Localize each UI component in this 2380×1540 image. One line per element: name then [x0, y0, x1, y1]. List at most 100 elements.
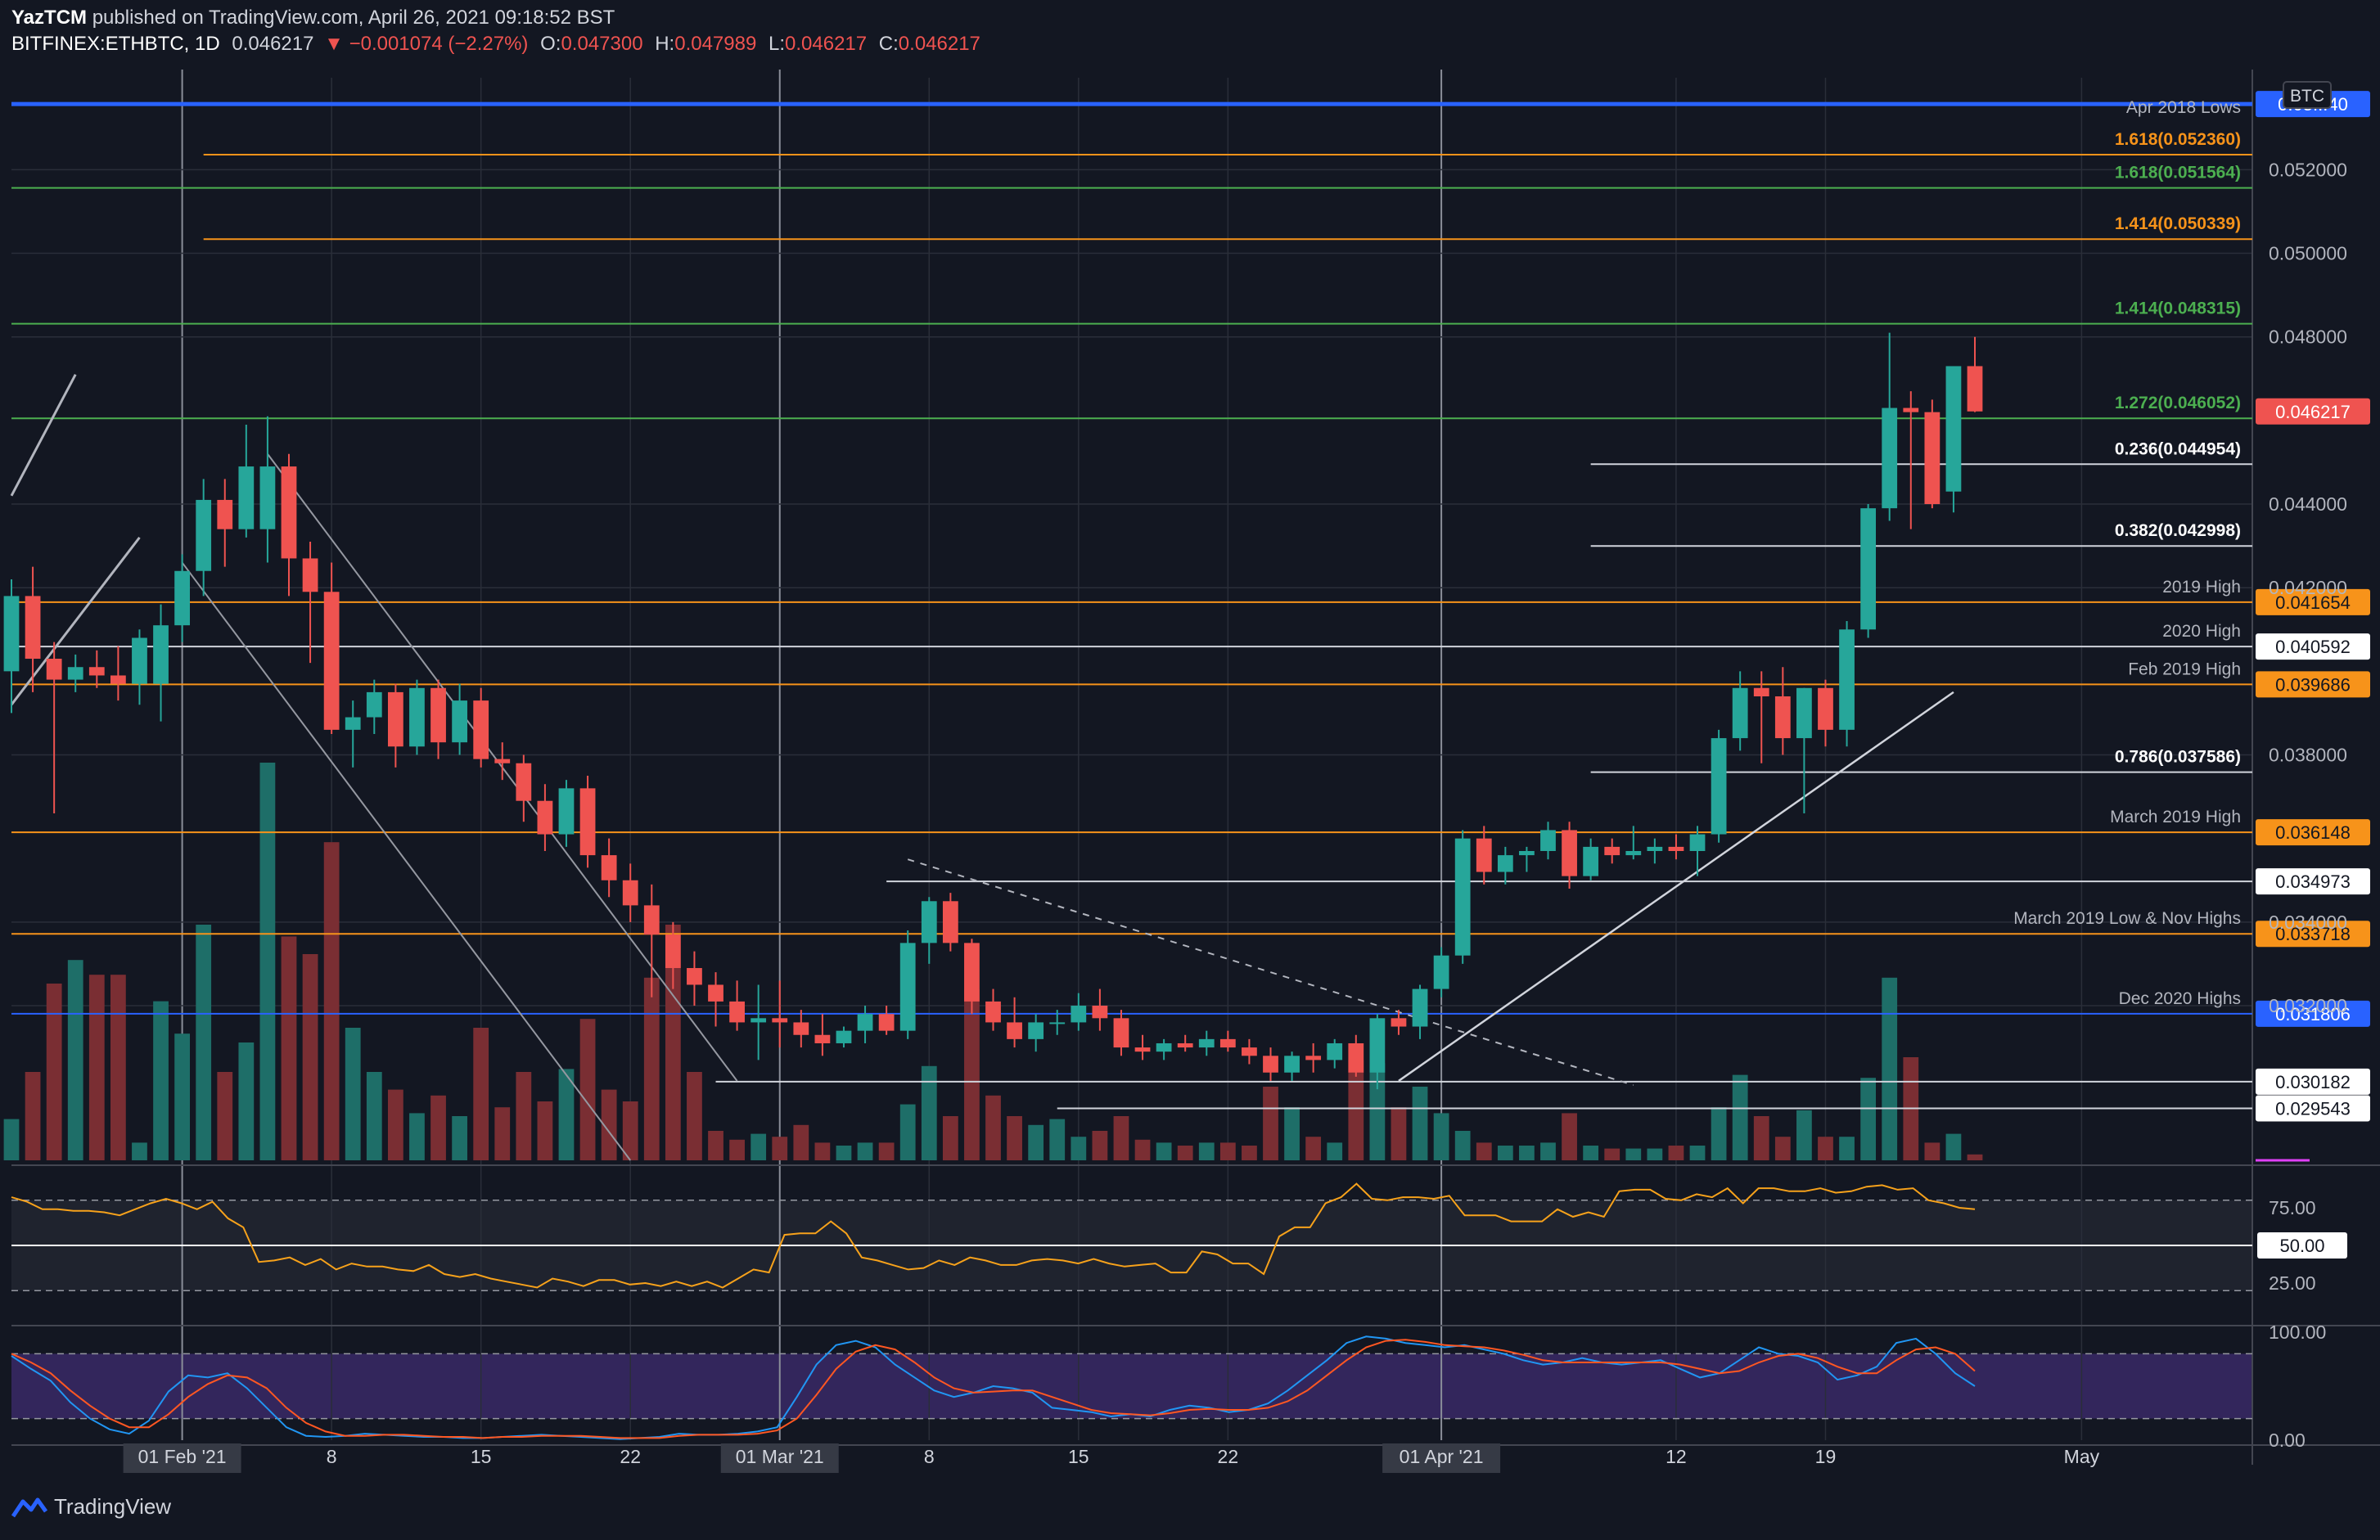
rsi-line [11, 1182, 1976, 1289]
volume-bar [1604, 1148, 1620, 1160]
rsi-tick-label: 25.00 [2269, 1272, 2316, 1294]
volume-bar [537, 1101, 553, 1160]
volume-bar [1818, 1137, 1833, 1160]
volume-bar [772, 1137, 788, 1160]
level-price-tag [2256, 1068, 2370, 1095]
stoch-tick-label: 100.00 [2269, 1322, 2326, 1343]
candle-body [1583, 846, 1599, 876]
volume-bar [1497, 1146, 1513, 1160]
high-value: 0.047989 [674, 33, 757, 55]
candle-body [196, 499, 212, 571]
author-name[interactable]: YazTCM [11, 7, 88, 29]
candle-body [1476, 838, 1492, 872]
volume-bar [1668, 1146, 1684, 1160]
candle-body [452, 700, 467, 743]
volume-bar [687, 1072, 702, 1160]
candle-body [281, 466, 297, 559]
candle-body [46, 659, 62, 680]
volume-bar [622, 1101, 638, 1160]
volume-bar [281, 936, 297, 1160]
volume-bar [985, 1095, 1001, 1160]
volume-bar [88, 975, 105, 1160]
level-price-tag [2256, 1000, 2370, 1027]
rsi-tick-label: 75.00 [2269, 1197, 2316, 1218]
level-label: March 2019 Low & Nov Highs [2013, 909, 2241, 928]
stoch-band-fill [11, 1353, 2252, 1419]
candle-body [1049, 1022, 1066, 1024]
date-tick-label: 19 [1815, 1446, 1837, 1467]
candle-body [1519, 851, 1535, 856]
level-label: 1.618(0.052360) [2115, 130, 2241, 149]
candle-body [772, 1018, 788, 1023]
currency-badge [2283, 81, 2332, 109]
tradingview-logo[interactable]: TradingView [11, 1494, 171, 1520]
level-label: March 2019 High [2110, 808, 2241, 826]
level-price-tag-text: 0.034973 [2275, 871, 2351, 892]
date-label-box [720, 1443, 839, 1473]
level-price-tag [2256, 819, 2370, 846]
volume-bar [751, 1133, 767, 1160]
volume-bar [1177, 1146, 1193, 1160]
candle-body [217, 499, 233, 529]
volume-bar [1476, 1142, 1492, 1160]
rsi-50-tag [2257, 1232, 2347, 1259]
last-price: 0.046217 [232, 33, 314, 55]
volume-bar [643, 977, 660, 1160]
price-tick-label: 0.044000 [2269, 493, 2347, 515]
candle-body [1113, 1018, 1129, 1048]
close-value: 0.046217 [898, 33, 980, 55]
volume-bar [430, 1095, 446, 1160]
level-price-tag-text: 0.036148 [2275, 822, 2351, 843]
volume-bar [708, 1131, 723, 1160]
descending-dashed-line [907, 858, 1634, 1087]
volume-bar [323, 842, 340, 1160]
level-price-tag [2256, 588, 2370, 615]
price-change: ▼ −0.001074 (−2.27%) [324, 33, 529, 55]
volume-bar [302, 954, 318, 1160]
candle-body [1134, 1047, 1151, 1052]
volume-bar [110, 975, 126, 1160]
candle-body [88, 667, 105, 676]
volume-bar [3, 1119, 20, 1160]
candle-body [899, 943, 916, 1031]
price-tick-label: 0.034000 [2269, 912, 2347, 933]
last-price-tag [2256, 398, 2370, 425]
high-label: H: [655, 33, 675, 55]
level-price-tag-text: 0.030182 [2275, 1072, 2351, 1092]
candle-body [1945, 366, 1962, 492]
volume-bar [1454, 1131, 1471, 1160]
volume-bar [558, 1069, 575, 1160]
volume-bar [857, 1142, 873, 1160]
candle-body [259, 466, 276, 529]
volume-bar [1753, 1116, 1769, 1160]
volume-bar [1774, 1137, 1791, 1160]
ascending-support-line [1398, 691, 1954, 1082]
candle-body [1497, 855, 1513, 872]
candle-body [878, 1014, 895, 1031]
volume-bar [1583, 1146, 1599, 1160]
volume-bar [238, 1042, 255, 1160]
level-price-tag-text: 0.031806 [2275, 1004, 2351, 1024]
price-tick-label: 0.038000 [2269, 745, 2347, 766]
date-tick-label: 8 [327, 1446, 337, 1467]
candle-body [1028, 1022, 1044, 1039]
candle-body [1348, 1042, 1364, 1073]
tradingview-logo-icon [11, 1497, 47, 1517]
candle-body [323, 592, 340, 730]
volume-bar [345, 1028, 361, 1160]
volume-bar [452, 1116, 467, 1160]
level-price-tag [2256, 868, 2370, 895]
symbol-name[interactable]: BITFINEX:ETHBTC, 1D [11, 33, 220, 55]
date-tick-label: 12 [1666, 1446, 1687, 1467]
open-label: O: [540, 33, 561, 55]
candle-body [1860, 508, 1877, 630]
volume-bar [366, 1072, 382, 1160]
level-price-tag-text: 0.029543 [2275, 1099, 2351, 1119]
candle-body [558, 788, 575, 835]
volume-bar [1625, 1148, 1642, 1160]
price-tick-label: 0.050000 [2269, 243, 2347, 264]
volume-bar [46, 984, 62, 1160]
volume-bar [1540, 1142, 1556, 1160]
candle-body [1604, 846, 1620, 856]
